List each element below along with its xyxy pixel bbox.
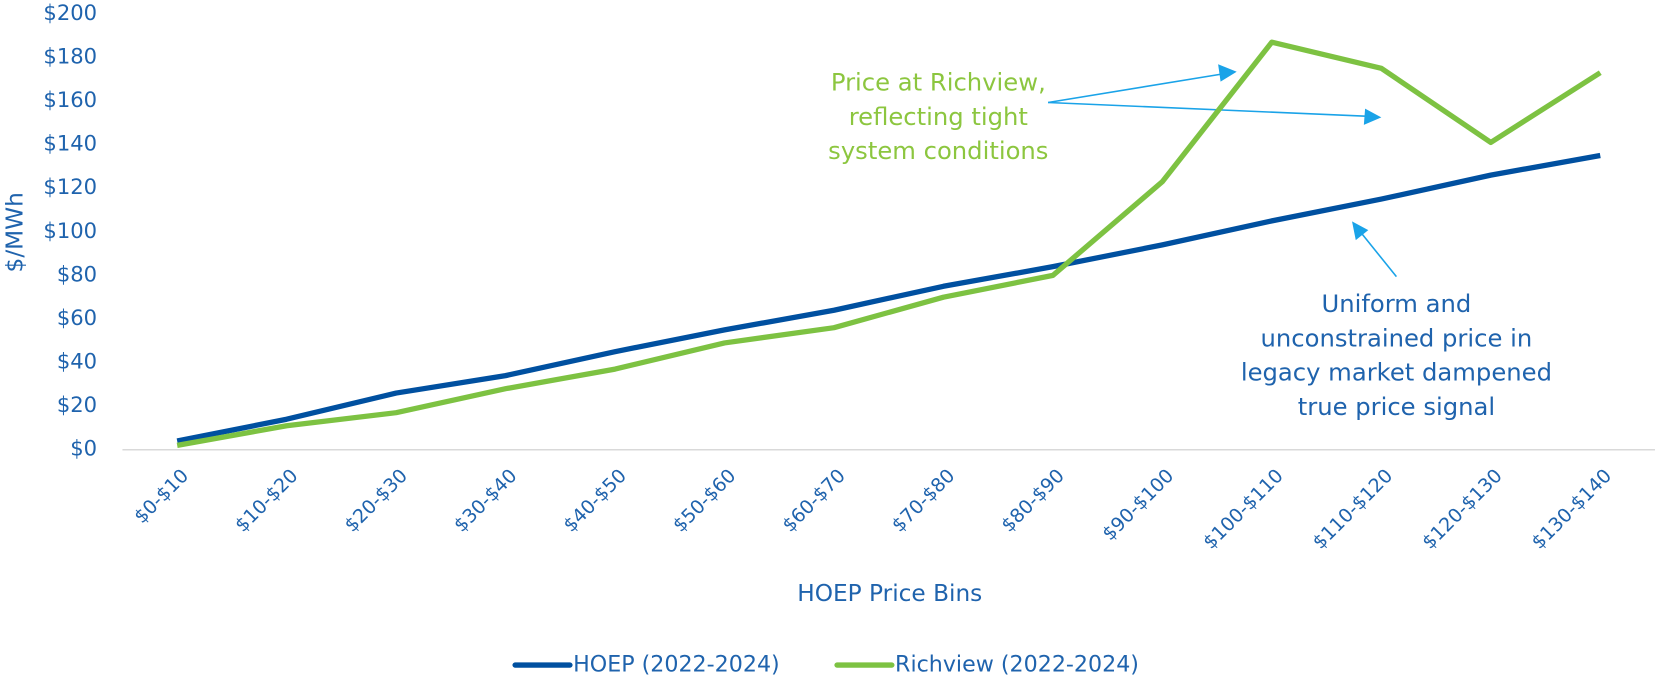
y-tick-label: $120 [43, 174, 97, 199]
x-tick-label: $70-$80 [888, 465, 960, 537]
y-tick-label: $160 [43, 87, 97, 112]
y-tick-label: $140 [43, 131, 97, 156]
y-tick-label: $20 [57, 392, 97, 417]
arrow [1048, 101, 1366, 118]
x-tick-label: $0-$10 [130, 465, 193, 528]
x-tick-label: $40-$50 [559, 465, 631, 537]
arrowhead [1218, 64, 1237, 82]
x-tick-label: $120-$130 [1418, 465, 1507, 554]
annotation-text: Uniform and [1321, 289, 1471, 318]
x-tick-label: $10-$20 [231, 465, 303, 537]
y-tick-label: $40 [57, 349, 97, 374]
x-tick-label: $80-$90 [997, 465, 1069, 537]
arrowhead [1363, 108, 1382, 125]
arrowhead [1352, 221, 1369, 241]
annotation-arrows [1047, 64, 1398, 278]
y-tick-label: $200 [43, 0, 97, 25]
x-axis-title: HOEP Price Bins [797, 580, 982, 607]
annotation-text: reflecting tight [849, 102, 1028, 131]
annotation-text: true price signal [1298, 392, 1495, 421]
x-tick-label: $20-$30 [340, 465, 412, 537]
x-tick-label: $50-$60 [669, 465, 741, 537]
legend-label: Richview (2022-2024) [895, 652, 1139, 678]
y-axis-title: $/MWh [1, 192, 28, 272]
y-tick-label: $80 [57, 261, 97, 286]
annotation-text: legacy market dampened [1241, 358, 1552, 387]
y-tick-label: $0 [70, 436, 97, 461]
y-tick-label: $60 [57, 305, 97, 330]
x-tick-label: $60-$70 [778, 465, 850, 537]
y-tick-label: $100 [43, 218, 97, 243]
annotation-text: Price at Richview, [831, 67, 1046, 96]
annotation-text: system conditions [828, 136, 1048, 165]
series-line [176, 39, 1602, 448]
series-line [176, 152, 1601, 444]
annotation-text: unconstrained price in [1261, 323, 1533, 352]
x-tick-label: $100-$110 [1199, 465, 1288, 554]
arrow [1047, 73, 1223, 104]
x-tick-label: $130-$140 [1527, 465, 1616, 554]
legend-label: HOEP (2022-2024) [573, 652, 780, 678]
x-tick-label: $90-$100 [1098, 465, 1178, 545]
x-tick-label: $30-$40 [450, 465, 522, 537]
y-tick-label: $180 [43, 43, 97, 68]
arrow [1360, 232, 1398, 278]
x-tick-label: $110-$120 [1308, 465, 1397, 554]
